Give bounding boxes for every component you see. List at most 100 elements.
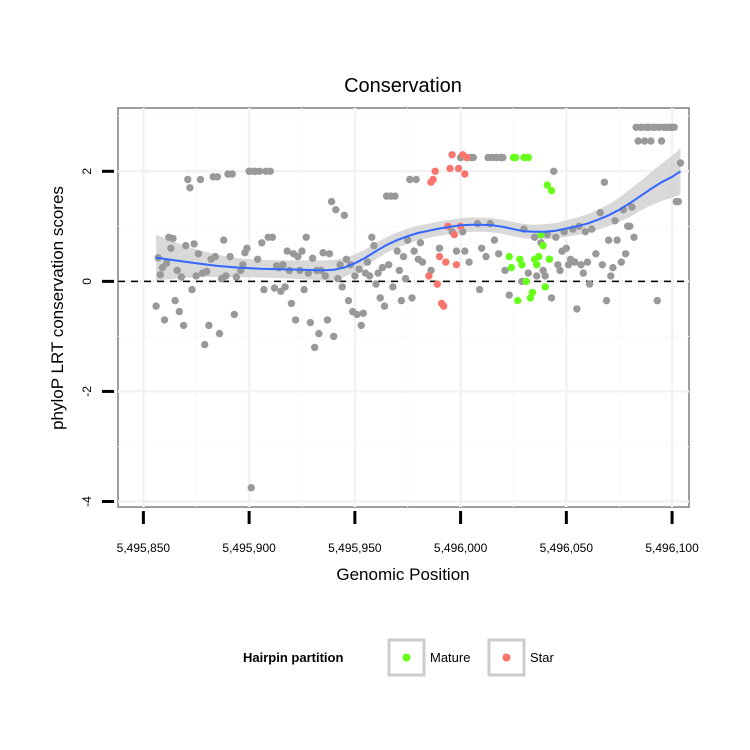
point-other [609,263,617,272]
point-other [613,236,621,244]
point-other [294,252,302,261]
point-star [446,164,454,173]
x-axis: 5,495,850 5,495,900 5,495,950 5,496,000 5,49… [117,511,699,555]
point-other [389,283,397,291]
y-tick-label: -4 [80,496,94,507]
point-star [429,175,437,184]
point-star [454,164,463,173]
point-other [524,269,532,277]
point-other [196,175,205,184]
point-other [182,241,190,250]
point-other [258,239,266,247]
point-other [160,316,169,324]
point-other [287,299,296,308]
y-axis-title: phyloP LRT conservation scores [48,186,67,430]
point-mature [511,153,520,162]
point-star [463,153,471,162]
point-other [188,285,196,294]
point-other [607,272,615,280]
point-other [495,250,503,258]
point-other [192,272,200,280]
point-other [203,267,211,276]
point-other [283,247,291,255]
point-other [404,236,412,244]
point-other [169,234,177,243]
point-mature [543,181,551,189]
point-other [304,269,312,277]
point-mature [524,153,532,162]
point-other [298,247,306,255]
point-other [205,321,213,330]
point-other [213,173,222,181]
point-other [327,197,336,206]
point-star [448,151,456,159]
x-axis-title: Genomic Position [336,565,469,584]
x-tick-label: 5,495,950 [328,541,382,555]
point-other [184,175,192,184]
point-other [332,206,340,214]
point-other [220,236,228,244]
point-star [461,170,469,178]
point-other [340,211,348,219]
point-other [211,252,219,261]
point-other [596,208,604,217]
point-other [626,222,634,230]
point-other [592,250,600,258]
point-mature [507,263,516,272]
point-other [598,261,606,269]
point-other [230,310,238,319]
point-other [308,254,317,262]
point-other [412,175,420,184]
point-other [357,321,365,330]
point-other [260,285,268,294]
point-mature [505,252,513,261]
point-mature [541,283,549,291]
point-other [378,263,387,272]
point-other [505,291,513,299]
point-other [550,167,558,175]
point-other [452,247,461,255]
point-other [281,283,289,291]
legend: Hairpin partition Mature Star [243,638,555,677]
point-other [571,258,579,266]
point-other [628,203,636,211]
x-tick-label: 5,495,850 [117,541,171,555]
point-other [342,255,351,263]
point-other [552,233,560,241]
point-other [372,280,380,288]
point-other [435,244,444,252]
point-other [482,252,490,261]
point-other [499,153,507,162]
x-tick-label: 5,496,100 [645,541,699,555]
point-other [319,249,327,257]
legend-label-star: Star [530,650,555,665]
point-other [554,261,562,269]
point-mature [535,252,543,261]
point-other [385,261,393,269]
point-other [376,294,384,302]
point-other [355,265,363,273]
point-mature [528,288,537,297]
point-mature [545,255,554,263]
point-other [325,250,334,258]
point-other [573,305,581,313]
point-other [268,233,277,241]
point-other [311,343,319,352]
point-other [621,250,630,258]
point-star [431,167,439,175]
point-other [393,247,401,255]
point-other [368,233,376,241]
point-mature [539,241,547,250]
point-other [279,261,287,269]
point-other [162,259,171,267]
point-other [186,184,194,192]
y-tick-label: 0 [80,278,94,285]
point-other [588,225,596,233]
point-other [583,258,592,266]
point-mature [547,186,556,195]
point-other [266,167,274,175]
plot-panel [117,107,690,508]
confidence-band [156,148,681,281]
point-other [399,252,408,261]
